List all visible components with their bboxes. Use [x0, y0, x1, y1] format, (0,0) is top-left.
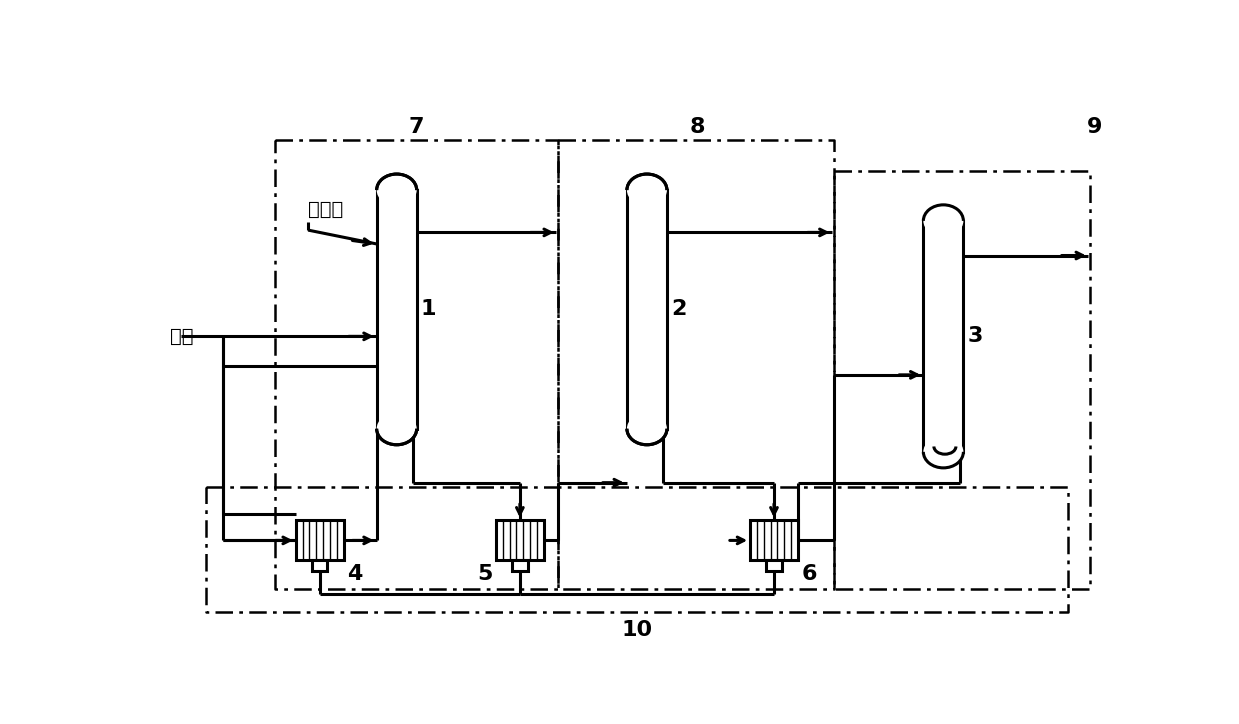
- Bar: [296, 521, 343, 560]
- Bar: [496, 521, 544, 560]
- Bar: [627, 190, 667, 429]
- Bar: [377, 190, 416, 429]
- Text: 4: 4: [347, 564, 363, 584]
- Ellipse shape: [377, 174, 416, 206]
- Text: 5: 5: [477, 564, 492, 584]
- Bar: [512, 560, 528, 571]
- Bar: [923, 221, 964, 452]
- Ellipse shape: [923, 436, 964, 468]
- Bar: [312, 560, 327, 571]
- Text: 3: 3: [968, 327, 983, 346]
- Text: 7: 7: [408, 117, 424, 137]
- Ellipse shape: [627, 174, 667, 206]
- Text: 原料: 原料: [170, 327, 193, 346]
- Bar: [767, 560, 782, 571]
- Ellipse shape: [377, 413, 416, 445]
- Bar: [750, 521, 798, 560]
- Text: 2: 2: [670, 300, 686, 319]
- Ellipse shape: [923, 205, 964, 237]
- Text: 9: 9: [1087, 117, 1101, 137]
- Text: 8: 8: [689, 117, 705, 137]
- Text: 萃取剂: 萃取剂: [309, 200, 343, 219]
- Text: 10: 10: [621, 620, 653, 641]
- Ellipse shape: [627, 413, 667, 445]
- Text: 1: 1: [420, 300, 436, 319]
- Text: 6: 6: [802, 564, 818, 584]
